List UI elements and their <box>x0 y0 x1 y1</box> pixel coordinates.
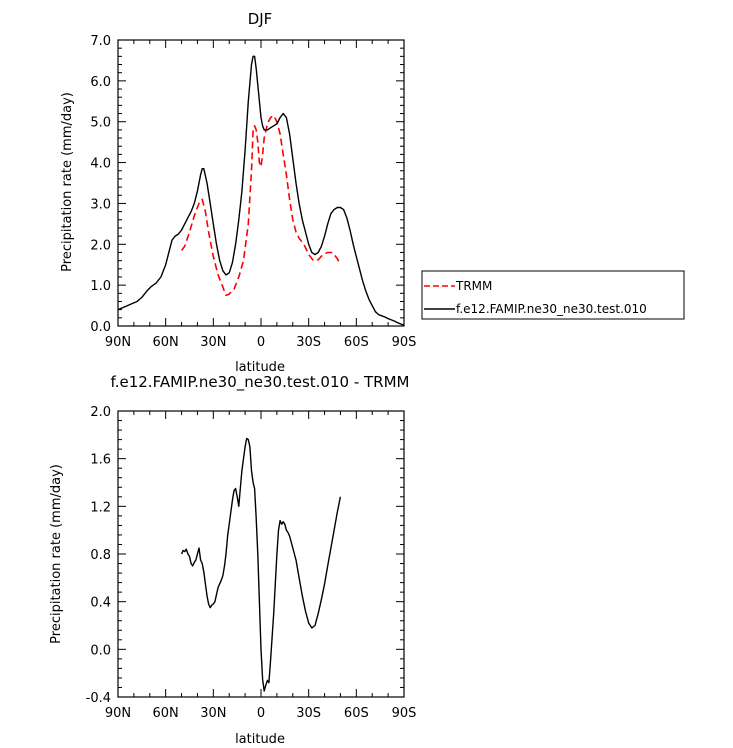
top-y-tick-label: 0.0 <box>90 320 111 335</box>
bottom-y-tick-label: 1.2 <box>90 500 111 515</box>
top-x-tick-label: 60N <box>153 335 179 350</box>
top-y-tick-label: 6.0 <box>90 75 111 90</box>
legend: TRMM f.e12.FAMIP.ne30_ne30.test.010 <box>421 270 685 320</box>
bottom-y-tick-label: 0.8 <box>90 548 111 563</box>
top-y-tick-label: 1.0 <box>90 279 111 294</box>
bottom-x-tick-label: 90N <box>105 706 131 721</box>
top-y-tick-label: 5.0 <box>90 116 111 131</box>
top-series-line-0 <box>180 114 342 297</box>
top-x-tick-label: 90S <box>392 335 417 350</box>
top-y-tick-label: 2.0 <box>90 238 111 253</box>
top-x-tick-label: 0 <box>257 335 265 350</box>
bottom-x-axis-title: latitude <box>235 732 285 747</box>
bottom-x-tick-label: 90S <box>392 706 417 721</box>
legend-label-trmm: TRMM <box>455 279 492 293</box>
bottom-series-line-0 <box>180 437 342 692</box>
top-y-tick-label: 7.0 <box>90 34 111 49</box>
top-y-tick-label: 4.0 <box>90 157 111 172</box>
bottom-x-tick-label: 0 <box>257 706 265 721</box>
top-x-tick-label: 30S <box>296 335 321 350</box>
bottom-chart-title: f.e12.FAMIP.ne30_ne30.test.010 - TRMM <box>111 373 410 392</box>
bottom-y-tick-label: -0.4 <box>86 691 111 706</box>
top-chart-title: DJF <box>248 10 273 28</box>
legend-box <box>421 270 685 320</box>
bottom-y-tick-label: 1.6 <box>90 453 111 468</box>
top-panel: DJF 90N 60N 30N 0 30S 60S 90S 0.0 1.0 2.0 3.0 4.0 5.… <box>60 10 416 375</box>
top-plot-area: 90N 60N 30N 0 30S 60S 90S 0.0 1.0 2.0 3.0 4.0 5.0 6.0… <box>90 34 416 350</box>
bottom-panel: f.e12.FAMIP.ne30_ne30.test.010 - TRMM 90… <box>49 373 416 747</box>
bottom-x-tick-label: 60N <box>153 706 179 721</box>
top-x-axis-title: latitude <box>235 360 285 375</box>
legend-label-model: f.e12.FAMIP.ne30_ne30.test.010 <box>456 302 647 316</box>
bottom-plot-area: 90N 60N 30N 0 30S 60S 90S -0.4 0.0 0.4 0.8 1.2 1.6 2.… <box>86 405 417 721</box>
bottom-y-tick-label: 2.0 <box>90 405 111 420</box>
top-series-line-1 <box>117 55 405 326</box>
top-y-tick-label: 3.0 <box>90 197 111 212</box>
top-x-tick-label: 30N <box>200 335 226 350</box>
bottom-x-tick-label: 30S <box>296 706 321 721</box>
top-x-tick-label: 90N <box>105 335 131 350</box>
bottom-y-tick-label: 0.4 <box>90 596 111 611</box>
top-y-axis-title: Precipitation rate (mm/day) <box>60 92 75 272</box>
bottom-x-tick-label: 30N <box>200 706 226 721</box>
bottom-y-axis-title: Precipitation rate (mm/day) <box>49 464 64 644</box>
bottom-x-tick-label: 60S <box>344 706 369 721</box>
bottom-y-tick-label: 0.0 <box>90 643 111 658</box>
top-plot-frame <box>117 39 405 327</box>
top-x-tick-label: 60S <box>344 335 369 350</box>
